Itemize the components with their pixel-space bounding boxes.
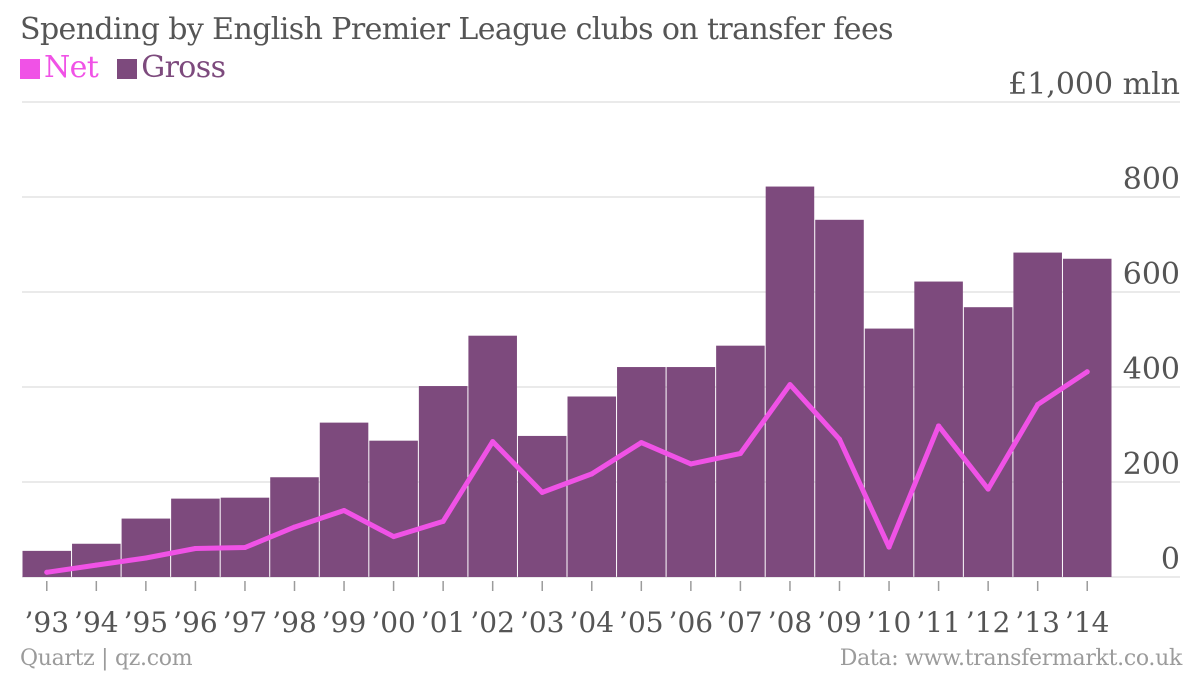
bar-gross-21	[1062, 258, 1112, 577]
footer-data-source: Data: www.transfermarkt.co.uk	[839, 646, 1183, 671]
x-tick-label: ’04	[570, 606, 615, 639]
chart-title: Spending by English Premier League clubs…	[20, 12, 893, 47]
x-tick-label: ’95	[124, 606, 169, 639]
net-point-1	[93, 562, 99, 568]
y-tick-label: 600	[1123, 257, 1180, 292]
bar-gross-6	[319, 422, 369, 577]
x-axis-ticks: ’93’94’95’96’97’98’99’00’01’02’03’04’05’…	[25, 581, 1110, 639]
net-point-20	[1035, 402, 1041, 408]
net-point-17	[886, 544, 892, 550]
legend-swatch-gross	[117, 59, 138, 79]
net-point-8	[440, 518, 446, 524]
x-tick-label: ’12	[966, 606, 1011, 639]
net-point-15	[787, 382, 793, 388]
x-tick-label: ’05	[619, 606, 664, 639]
bar-gross-3	[171, 498, 220, 577]
legend-item-net: Net	[20, 50, 99, 85]
legend-label-gross: Gross	[141, 50, 226, 85]
x-tick-label: ’11	[916, 606, 961, 639]
x-tick-label: ’09	[817, 606, 862, 639]
legend-item-gross: Gross	[117, 50, 226, 85]
x-tick-label: ’96	[173, 606, 218, 639]
x-tick-label: ’14	[1065, 606, 1110, 639]
x-tick-label: ’08	[768, 606, 813, 639]
net-point-16	[837, 436, 842, 442]
net-point-4	[242, 545, 248, 551]
x-tick-label: ’13	[1015, 606, 1060, 639]
y-tick-label: £1,000 mln	[1008, 67, 1180, 102]
x-tick-label: ’98	[272, 606, 317, 639]
bar-gross-7	[369, 440, 418, 577]
net-point-21	[1084, 369, 1090, 375]
x-tick-label: ’99	[322, 606, 367, 639]
gross-bars	[22, 186, 1112, 578]
net-point-10	[539, 489, 545, 495]
bar-gross-11	[567, 396, 617, 577]
bar-gross-2	[121, 518, 171, 577]
net-point-0	[44, 569, 50, 575]
net-point-13	[688, 461, 694, 467]
x-tick-label: ’07	[718, 606, 763, 639]
bar-gross-8	[418, 386, 468, 577]
net-point-18	[936, 423, 942, 429]
bar-gross-19	[963, 307, 1013, 577]
x-tick-label: ’97	[223, 606, 268, 639]
net-point-11	[589, 471, 595, 477]
y-tick-label: 800	[1123, 162, 1180, 197]
x-tick-label: ’06	[669, 606, 714, 639]
x-tick-label: ’93	[25, 606, 70, 639]
bar-gross-13	[666, 367, 716, 577]
net-point-3	[192, 546, 198, 551]
net-point-6	[341, 508, 347, 513]
net-line	[44, 369, 1090, 575]
footer-credit: Quartz | qz.com	[20, 646, 193, 671]
net-point-2	[143, 555, 149, 561]
legend-swatch-net	[20, 59, 40, 79]
bar-gross-10	[517, 435, 567, 577]
x-tick-label: ’01	[421, 606, 466, 639]
net-point-9	[490, 439, 496, 445]
x-tick-label: ’94	[74, 606, 119, 639]
y-tick-label: 0	[1161, 542, 1180, 577]
bar-gross-17	[864, 328, 914, 577]
x-tick-label: ’03	[520, 606, 565, 639]
y-axis-ticks: 0 200 400 600 800 £1,000 mln	[1008, 67, 1180, 577]
legend: Net Gross	[20, 50, 235, 85]
bar-gross-14	[716, 345, 765, 577]
legend-label-net: Net	[44, 50, 99, 85]
net-point-5	[292, 524, 297, 530]
bar-gross-15	[765, 186, 815, 578]
x-tick-label: ’10	[867, 606, 912, 639]
y-tick-label: 400	[1123, 352, 1180, 387]
net-point-19	[985, 486, 991, 492]
net-point-14	[737, 451, 743, 456]
y-tick-label: 200	[1123, 447, 1180, 482]
x-tick-label: ’00	[371, 606, 416, 639]
bar-gross-20	[1013, 252, 1062, 577]
x-tick-label: ’02	[470, 606, 515, 639]
net-point-12	[638, 440, 644, 446]
bar-gross-4	[220, 497, 270, 577]
net-line-series	[44, 369, 1090, 575]
bar-gross-16	[815, 219, 864, 578]
bar-gross-12	[617, 367, 666, 577]
net-point-7	[391, 534, 397, 540]
